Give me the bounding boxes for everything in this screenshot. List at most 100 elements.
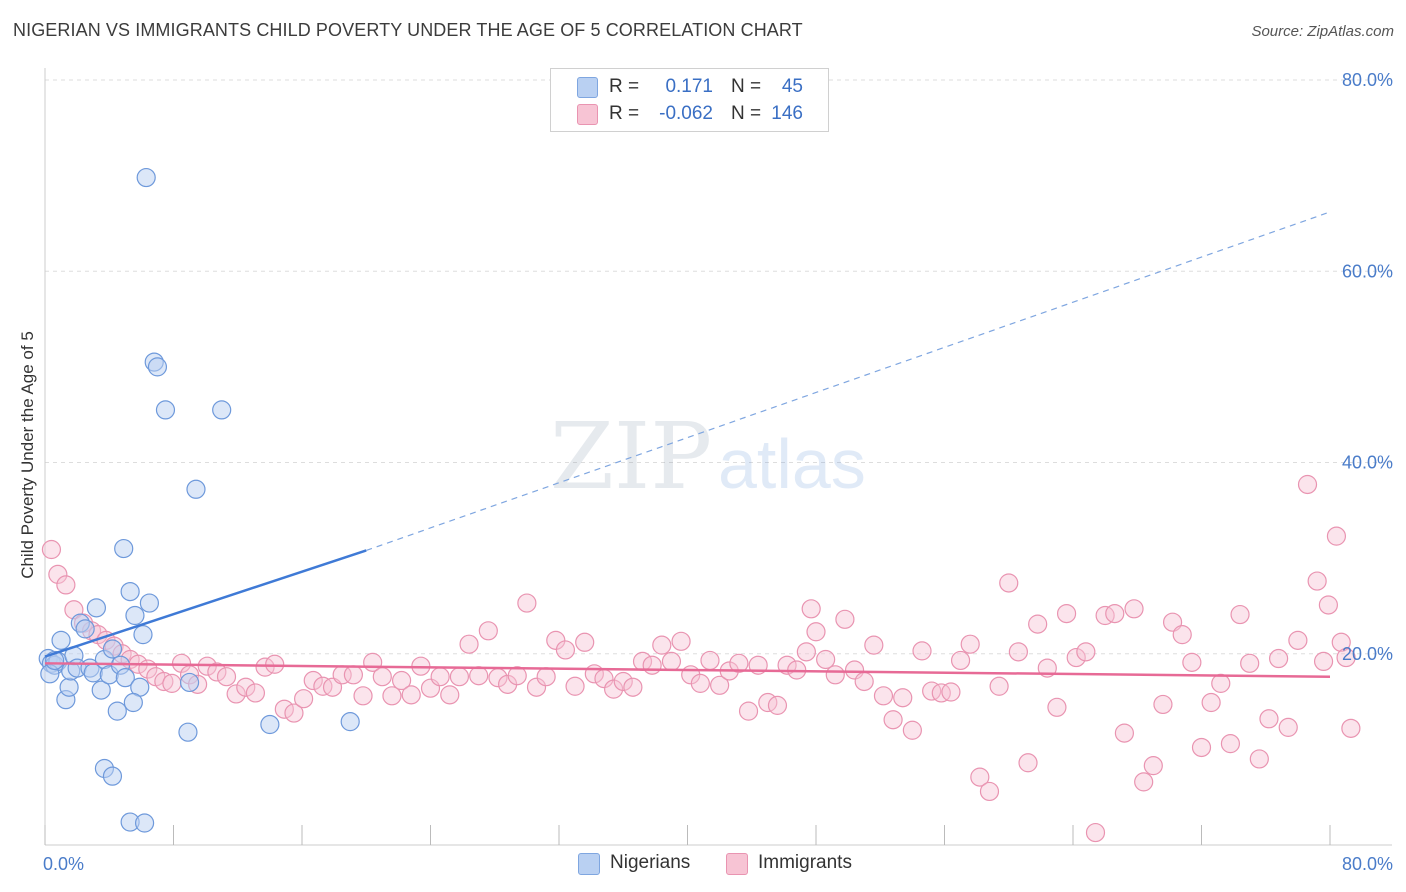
immigrants-point bbox=[1143, 756, 1163, 776]
immigrants-point bbox=[883, 710, 903, 730]
immigrants-point bbox=[1336, 647, 1356, 668]
immigrants-point bbox=[604, 679, 624, 699]
bottom-legend-label: Nigerians bbox=[610, 852, 691, 873]
watermark-atlas: atlas bbox=[718, 425, 866, 503]
immigrants-point bbox=[970, 767, 990, 787]
immigrants-point bbox=[565, 676, 585, 696]
nigerians-point bbox=[115, 668, 135, 688]
immigrants-point bbox=[777, 655, 797, 675]
correlation-legend: R = 0.171 N = 45 R = -0.062 N = 146 bbox=[550, 68, 829, 132]
grid-lines bbox=[45, 79, 1392, 655]
immigrants-point bbox=[536, 667, 556, 687]
immigrants-point bbox=[854, 671, 874, 692]
immigrants-point bbox=[1313, 651, 1334, 672]
immigrants-point bbox=[700, 650, 720, 671]
immigrants-point bbox=[517, 593, 537, 613]
nigerians-point bbox=[186, 479, 206, 499]
x-tick-label: 80.0% bbox=[1342, 854, 1393, 874]
legend-n-value: 45 bbox=[781, 76, 803, 97]
immigrants-point bbox=[864, 635, 884, 655]
immigrants-point bbox=[171, 653, 192, 673]
immigrants-point bbox=[343, 665, 363, 685]
nigerians-trend-extension bbox=[366, 211, 1331, 552]
watermark: ZIP atlas bbox=[550, 403, 866, 510]
immigrants-point bbox=[1297, 474, 1318, 495]
immigrants-point bbox=[303, 670, 323, 691]
nigerians-point bbox=[102, 766, 123, 786]
immigrants-point bbox=[941, 682, 961, 702]
legend-r-value: -0.062 bbox=[659, 103, 713, 124]
immigrants-point bbox=[1201, 692, 1221, 713]
immigrants-point bbox=[1249, 749, 1269, 769]
nigerians-point bbox=[59, 677, 79, 697]
immigrants-point bbox=[1278, 717, 1298, 737]
immigrants-point bbox=[931, 683, 951, 703]
y-tick-label: 40.0% bbox=[1342, 453, 1393, 473]
nigerians-point bbox=[134, 813, 155, 833]
bottom-legend-label: Immigrants bbox=[758, 852, 852, 873]
immigrants-point bbox=[623, 677, 643, 697]
immigrants-point bbox=[265, 654, 285, 674]
immigrants-point bbox=[284, 703, 304, 723]
immigrants-point bbox=[382, 686, 402, 706]
immigrants-point bbox=[1318, 595, 1338, 615]
legend-swatch-blue bbox=[577, 77, 598, 98]
immigrants-point bbox=[507, 666, 527, 686]
immigrants-point bbox=[294, 689, 314, 709]
nigerians-point bbox=[212, 400, 232, 420]
nigerians-point bbox=[155, 400, 176, 420]
immigrants-point bbox=[801, 599, 821, 619]
immigrants-point bbox=[902, 720, 922, 740]
y-tick-label: 60.0% bbox=[1342, 261, 1393, 281]
immigrants-point bbox=[274, 699, 294, 719]
immigrants-point bbox=[162, 673, 182, 693]
immigrants-point bbox=[1220, 734, 1241, 754]
nigerians-point bbox=[179, 672, 200, 693]
immigrants-point bbox=[1095, 605, 1115, 626]
immigrants-point bbox=[825, 665, 845, 685]
immigrants-point bbox=[738, 701, 759, 721]
nigerians-point bbox=[136, 167, 156, 188]
immigrants-point bbox=[1085, 822, 1106, 843]
nigerians-point bbox=[133, 625, 153, 645]
immigrants-point bbox=[48, 564, 68, 584]
immigrants-point bbox=[1018, 753, 1038, 773]
immigrants-point bbox=[873, 686, 894, 706]
nigerians-point bbox=[178, 722, 198, 742]
immigrants-point bbox=[1076, 642, 1096, 662]
immigrants-point bbox=[1182, 652, 1202, 672]
immigrants-point bbox=[690, 673, 710, 693]
bottom-legend-swatch-blue bbox=[578, 853, 600, 875]
nigerians-point bbox=[114, 538, 134, 559]
nigerians-point bbox=[107, 701, 127, 721]
immigrants-point bbox=[1211, 673, 1231, 693]
immigrants-point bbox=[1066, 647, 1086, 668]
nigerians-point bbox=[340, 712, 360, 732]
legend-n-label: N = bbox=[731, 103, 762, 124]
legend-r-value: 0.171 bbox=[665, 76, 713, 97]
immigrants-point bbox=[893, 688, 913, 708]
immigrants-point bbox=[767, 695, 788, 715]
immigrants-point bbox=[372, 667, 392, 687]
immigrants-point bbox=[430, 667, 450, 687]
x-tick-label: 0.0% bbox=[43, 854, 84, 874]
legend-swatch-pink bbox=[577, 104, 598, 125]
immigrants-point bbox=[555, 640, 576, 660]
immigrants-point bbox=[1268, 648, 1289, 669]
immigrants-point bbox=[1191, 737, 1212, 758]
nigerians-point bbox=[91, 680, 111, 700]
immigrants-point bbox=[1326, 526, 1347, 546]
nigerians-point bbox=[120, 581, 140, 602]
nigerians-point bbox=[102, 639, 123, 659]
axes bbox=[44, 68, 1392, 846]
trend-lines bbox=[44, 211, 1331, 678]
immigrants-points bbox=[41, 474, 1361, 843]
immigrants-point bbox=[960, 634, 980, 654]
immigrants-point bbox=[999, 573, 1019, 593]
legend-n-label: N = bbox=[731, 76, 762, 97]
nigerians-trend-line bbox=[44, 549, 367, 658]
immigrants-point bbox=[710, 675, 730, 695]
immigrants-point bbox=[1331, 632, 1351, 652]
immigrants-point bbox=[613, 671, 633, 692]
